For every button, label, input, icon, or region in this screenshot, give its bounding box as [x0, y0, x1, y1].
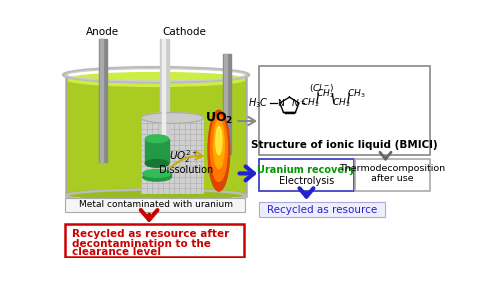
Bar	[160, 39, 169, 154]
Text: Structure of ionic liquid (BMICl): Structure of ionic liquid (BMICl)	[251, 140, 438, 150]
FancyBboxPatch shape	[355, 159, 430, 191]
Text: $N^+$: $N^+$	[290, 97, 306, 109]
Ellipse shape	[143, 173, 171, 181]
Ellipse shape	[145, 160, 168, 167]
Bar	[67, 79, 245, 196]
Ellipse shape	[210, 115, 228, 182]
Text: $(Cl^-)$: $(Cl^-)$	[309, 81, 334, 94]
Text: $CH_3$: $CH_3$	[347, 88, 366, 100]
Ellipse shape	[214, 120, 224, 169]
Bar	[100, 39, 103, 162]
Text: N: N	[277, 99, 284, 108]
Ellipse shape	[67, 72, 245, 86]
FancyArrowPatch shape	[141, 210, 157, 220]
FancyArrowPatch shape	[240, 166, 254, 180]
Text: Thermodecomposition: Thermodecomposition	[339, 164, 445, 173]
Ellipse shape	[143, 170, 171, 177]
FancyArrowPatch shape	[380, 152, 391, 159]
FancyBboxPatch shape	[65, 198, 245, 212]
Text: Uranium recovery: Uranium recovery	[257, 164, 356, 175]
Text: Metal contaminated with uranium: Metal contaminated with uranium	[79, 200, 233, 209]
Text: decontamination to the: decontamination to the	[72, 239, 211, 249]
FancyArrowPatch shape	[300, 188, 313, 197]
Text: Recycled as resource after: Recycled as resource after	[72, 229, 229, 239]
FancyBboxPatch shape	[65, 224, 244, 257]
Text: Anode: Anode	[86, 27, 119, 37]
Text: Cathode: Cathode	[162, 27, 206, 37]
Ellipse shape	[216, 126, 222, 155]
Text: $CH_2$: $CH_2$	[300, 97, 319, 109]
Ellipse shape	[67, 189, 245, 200]
Text: $\mathbf{UO_2}$: $\mathbf{UO_2}$	[205, 110, 233, 126]
Ellipse shape	[145, 135, 168, 143]
Text: $UO_2^{2+}$: $UO_2^{2+}$	[169, 148, 199, 165]
FancyArrowPatch shape	[238, 117, 255, 125]
FancyBboxPatch shape	[259, 202, 385, 217]
Text: after use: after use	[371, 174, 414, 183]
Text: Dissolution: Dissolution	[159, 164, 214, 175]
Ellipse shape	[142, 113, 204, 123]
Ellipse shape	[208, 110, 230, 191]
FancyBboxPatch shape	[259, 159, 354, 191]
Bar	[162, 39, 166, 154]
Bar	[224, 54, 228, 154]
FancyBboxPatch shape	[259, 66, 430, 155]
FancyArrowPatch shape	[170, 151, 203, 168]
Text: clearance level: clearance level	[72, 247, 161, 257]
Bar	[142, 118, 204, 193]
Text: $CH_2$: $CH_2$	[332, 97, 350, 109]
Text: $CH_2$: $CH_2$	[316, 88, 335, 100]
Bar	[223, 54, 230, 154]
Bar	[143, 173, 171, 177]
Text: $H_3C$: $H_3C$	[249, 96, 269, 110]
Text: Electrolysis: Electrolysis	[279, 176, 334, 186]
Bar	[145, 139, 168, 163]
Bar	[99, 39, 107, 162]
Text: Recycled as resource: Recycled as resource	[267, 205, 377, 215]
